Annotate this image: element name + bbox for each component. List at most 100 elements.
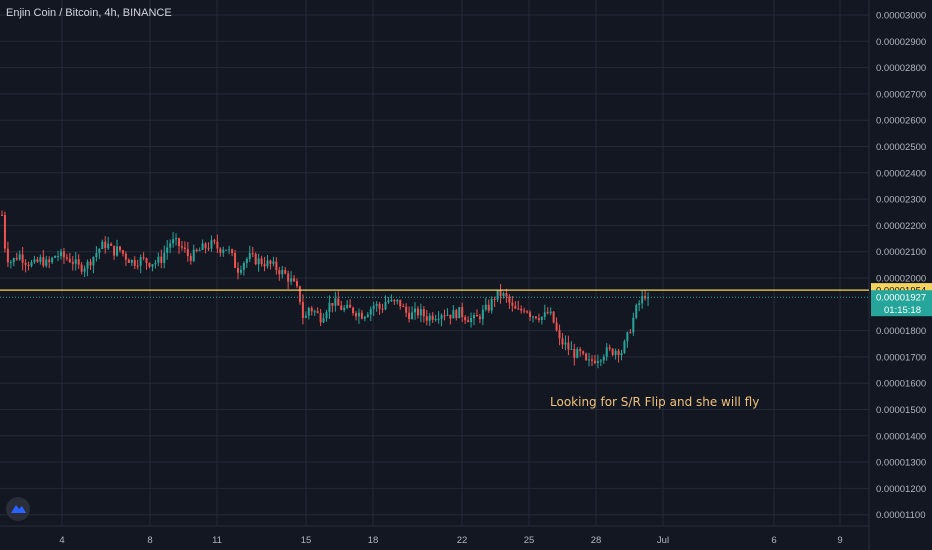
candle-body — [478, 316, 481, 320]
candle-body — [3, 214, 6, 249]
price-tick-label: 0.00002800 — [876, 63, 926, 74]
candle-body — [54, 256, 57, 258]
candle-body — [331, 302, 334, 306]
candle-body — [62, 251, 65, 258]
time-axis-labels: 4 8 11 15 18 22 25 28 Jul 6 9 — [59, 535, 842, 546]
candle-body — [523, 310, 526, 312]
candle-body — [366, 314, 369, 317]
chart-annotation[interactable]: Looking for S/R Flip and she will fly — [550, 395, 759, 409]
candle-body — [355, 313, 357, 317]
price-tick-label: 0.00002200 — [876, 221, 926, 232]
candle-body — [608, 347, 611, 349]
candle-body — [316, 311, 319, 313]
candle-body — [334, 298, 337, 306]
candle-body — [83, 268, 86, 272]
price-tick-label: 0.00001600 — [876, 379, 926, 390]
candle-body — [582, 351, 585, 354]
candle-body — [443, 315, 446, 317]
candle-body — [183, 247, 186, 249]
price-tick-label: 0.00003000 — [876, 11, 926, 22]
candle-body — [6, 248, 9, 263]
candle-body — [148, 262, 151, 267]
candle-body — [393, 299, 396, 302]
candle-body — [139, 257, 142, 266]
candle-body — [296, 281, 298, 287]
candle-body — [611, 348, 614, 355]
candle-body — [290, 278, 293, 282]
candle-body — [484, 304, 487, 310]
candle-body — [428, 315, 431, 321]
candle-body — [532, 316, 534, 318]
candle-body — [322, 318, 325, 323]
candle-body — [1, 214, 3, 216]
candle-body — [160, 256, 163, 263]
candle-body — [121, 250, 124, 254]
candle-body — [113, 245, 116, 256]
candle-body — [248, 253, 251, 259]
time-tick-label: Jul — [657, 535, 669, 546]
candle-body — [464, 317, 467, 321]
candle-body — [363, 316, 366, 319]
candle-body — [15, 258, 18, 260]
candle-body — [12, 258, 15, 263]
time-tick-label: 6 — [771, 535, 776, 546]
price-tick-label: 0.00001500 — [876, 405, 926, 416]
candle-body — [98, 248, 101, 253]
candle-body — [337, 298, 340, 306]
candle-body — [95, 252, 98, 257]
candle-body — [157, 256, 160, 263]
candle-body — [192, 249, 195, 261]
price-tick-label: 0.00001200 — [876, 484, 926, 495]
candle-body — [349, 304, 352, 308]
candle-body — [408, 312, 411, 320]
price-tick-label: 0.00001700 — [876, 352, 926, 363]
candle-body — [30, 262, 33, 267]
candle-body — [210, 240, 213, 249]
tradingview-logo[interactable] — [6, 497, 30, 521]
candle-body — [437, 318, 440, 320]
candle-body — [558, 330, 561, 339]
candle-body — [543, 312, 546, 317]
candle-body — [546, 312, 549, 314]
candle-body — [310, 307, 313, 312]
candle-body — [71, 261, 74, 264]
candle-body — [201, 243, 204, 250]
candle-body — [142, 257, 145, 259]
candle-body — [384, 302, 387, 310]
candle-body — [434, 318, 437, 320]
candle-body — [166, 247, 169, 253]
candle-body — [287, 273, 290, 282]
candle-body — [567, 342, 570, 350]
candle-body — [27, 264, 30, 267]
time-tick-label: 4 — [59, 535, 64, 546]
candle-body — [74, 259, 77, 264]
candle-body — [9, 262, 12, 264]
time-tick-label: 9 — [837, 535, 842, 546]
candle-body — [614, 350, 617, 355]
candle-body — [390, 299, 393, 301]
candle-body — [242, 263, 245, 270]
candle-body — [440, 315, 443, 319]
candle-body — [304, 315, 307, 318]
candle-body — [278, 270, 281, 275]
candle-body — [508, 296, 511, 303]
price-tick-label: 0.00001800 — [876, 326, 926, 337]
candle-body — [272, 261, 275, 264]
candle-body — [180, 246, 183, 248]
candle-body — [245, 258, 248, 264]
candle-body — [623, 341, 626, 353]
candle-body — [593, 360, 596, 363]
candle-body — [163, 252, 166, 263]
candle-body — [446, 314, 449, 316]
candle-body — [458, 307, 461, 319]
price-tick-label: 0.00002400 — [876, 168, 926, 179]
candle-body — [222, 249, 225, 253]
candle-body — [452, 310, 455, 319]
candle-body — [101, 241, 104, 249]
candle-body — [231, 249, 234, 254]
candle-body — [266, 260, 269, 267]
price-tick-label: 0.00002000 — [876, 274, 926, 285]
candle-body — [107, 243, 110, 249]
candle-body — [540, 316, 543, 320]
